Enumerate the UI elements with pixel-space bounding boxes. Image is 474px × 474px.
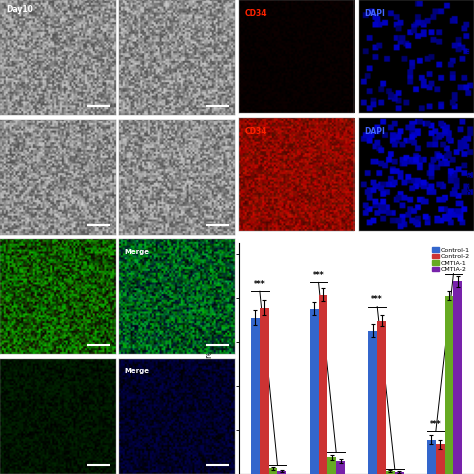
Text: CD34: CD34 xyxy=(245,127,268,136)
Text: D: D xyxy=(197,224,207,237)
Text: Day10: Day10 xyxy=(6,5,33,14)
Bar xyxy=(395,472,403,474)
Text: ***: *** xyxy=(430,420,442,429)
Bar xyxy=(427,440,436,474)
Bar xyxy=(251,318,260,474)
Text: Merge: Merge xyxy=(125,248,150,255)
Text: ***: *** xyxy=(254,280,266,289)
Bar xyxy=(277,471,286,474)
Bar xyxy=(310,309,319,474)
Text: DAPI: DAPI xyxy=(365,9,386,18)
Text: ***: *** xyxy=(313,271,324,280)
Text: ***: *** xyxy=(372,295,383,304)
Legend: Control-1, Control-2, CMTIA-1, CMTIA-2: Control-1, Control-2, CMTIA-1, CMTIA-2 xyxy=(431,246,471,273)
Bar xyxy=(445,296,454,474)
Text: DAPI: DAPI xyxy=(365,127,386,136)
Bar xyxy=(436,444,445,474)
Bar xyxy=(368,331,377,474)
Bar xyxy=(319,294,328,474)
Bar xyxy=(260,308,269,474)
Bar xyxy=(377,321,386,474)
Bar xyxy=(336,461,345,474)
Text: CD34: CD34 xyxy=(245,9,268,18)
Bar xyxy=(269,468,277,474)
Bar xyxy=(386,471,395,474)
Y-axis label: Marker expression (%): Marker expression (%) xyxy=(205,315,214,401)
Bar xyxy=(328,457,336,474)
Text: CMT1A-1-SCs: CMT1A-1-SCs xyxy=(465,157,469,199)
Text: Control-SCs: Control-SCs xyxy=(465,41,469,78)
Text: Merge: Merge xyxy=(125,368,150,374)
Bar xyxy=(454,281,462,474)
